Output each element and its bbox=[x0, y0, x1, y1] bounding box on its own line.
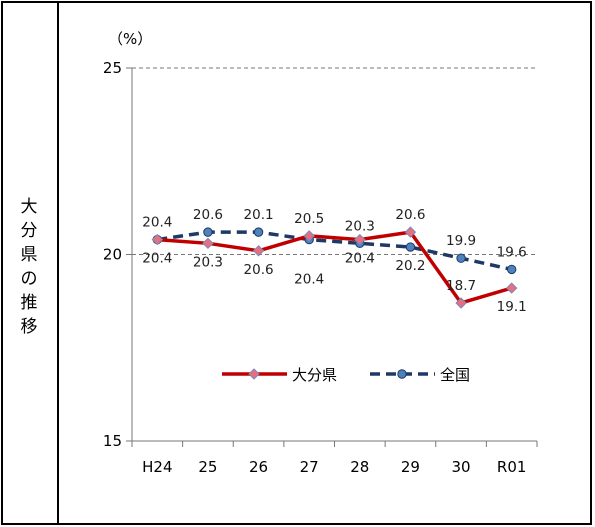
data-point bbox=[406, 243, 414, 251]
data-label: 20.4 bbox=[345, 251, 375, 267]
data-label: 20.3 bbox=[193, 254, 223, 270]
y-tick-label: 25 bbox=[103, 59, 122, 77]
x-tick-label: H24 bbox=[142, 458, 172, 476]
data-point bbox=[507, 283, 517, 293]
data-label: 20.6 bbox=[395, 207, 425, 223]
x-tick-label: 28 bbox=[350, 458, 369, 476]
x-tick-label: 27 bbox=[300, 458, 319, 476]
data-point bbox=[204, 228, 212, 236]
x-tick-label: R01 bbox=[497, 458, 527, 476]
y-tick-label: 20 bbox=[103, 246, 122, 264]
data-label: 20.2 bbox=[395, 258, 425, 274]
legend: 大分県 全国 bbox=[222, 366, 470, 384]
unit-label: （%） bbox=[108, 30, 152, 48]
data-label: 20.6 bbox=[193, 207, 223, 223]
x-tick-label: 30 bbox=[452, 458, 471, 476]
data-point bbox=[457, 254, 465, 262]
data-label: 20.6 bbox=[244, 262, 274, 278]
legend-label: 大分県 bbox=[292, 366, 337, 384]
data-label: 20.5 bbox=[294, 211, 324, 227]
axes: 15 20 25 H24 25 26 27 28 29 30 R01 bbox=[103, 59, 537, 476]
data-point bbox=[254, 228, 262, 236]
x-tick-label: 26 bbox=[249, 458, 268, 476]
data-label: 20.4 bbox=[294, 272, 324, 288]
data-label: 20.4 bbox=[142, 215, 172, 231]
data-label: 19.6 bbox=[497, 244, 527, 260]
legend-marker bbox=[249, 369, 259, 379]
legend-label: 全国 bbox=[440, 366, 470, 384]
data-point bbox=[203, 238, 213, 248]
data-label: 20.3 bbox=[345, 218, 375, 234]
data-point bbox=[152, 235, 162, 245]
x-tick-label: 25 bbox=[198, 458, 217, 476]
data-label: 20.1 bbox=[244, 207, 274, 223]
legend-marker bbox=[398, 370, 406, 378]
data-label: 19.1 bbox=[497, 299, 527, 315]
data-point bbox=[507, 265, 515, 273]
x-tick-label: 29 bbox=[401, 458, 420, 476]
data-label: 18.7 bbox=[446, 278, 476, 294]
data-label: 19.9 bbox=[446, 233, 476, 249]
y-tick-label: 15 bbox=[103, 432, 122, 450]
data-label: 20.4 bbox=[142, 251, 172, 267]
data-point bbox=[254, 246, 264, 256]
